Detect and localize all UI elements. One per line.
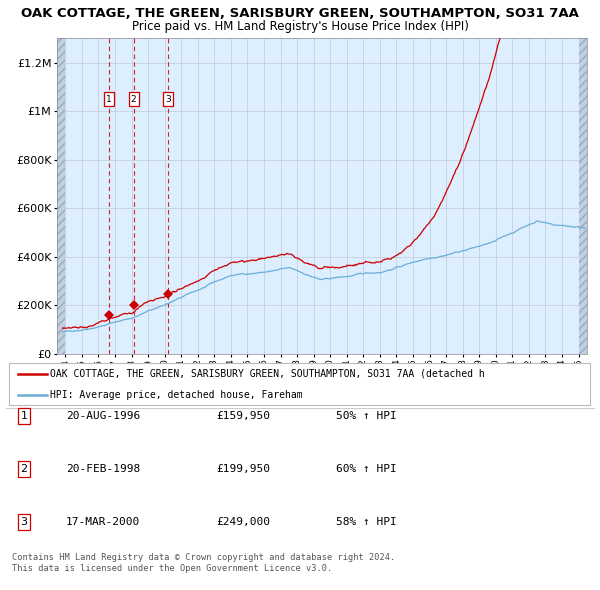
Text: 50% ↑ HPI: 50% ↑ HPI [336, 411, 397, 421]
Text: £159,950: £159,950 [216, 411, 270, 421]
Text: 2: 2 [20, 464, 28, 474]
Text: 60% ↑ HPI: 60% ↑ HPI [336, 464, 397, 474]
Text: 2: 2 [131, 94, 136, 104]
FancyBboxPatch shape [9, 363, 590, 405]
Text: 20-FEB-1998: 20-FEB-1998 [66, 464, 140, 474]
Text: OAK COTTAGE, THE GREEN, SARISBURY GREEN, SOUTHAMPTON, SO31 7AA: OAK COTTAGE, THE GREEN, SARISBURY GREEN,… [21, 7, 579, 20]
Bar [57, 38, 65, 354]
Text: 1: 1 [106, 94, 112, 104]
Text: 17-MAR-2000: 17-MAR-2000 [66, 517, 140, 527]
Text: 3: 3 [165, 94, 171, 104]
Text: £249,000: £249,000 [216, 517, 270, 527]
Text: 1: 1 [20, 411, 28, 421]
Text: Price paid vs. HM Land Registry's House Price Index (HPI): Price paid vs. HM Land Registry's House … [131, 20, 469, 33]
Text: Contains HM Land Registry data © Crown copyright and database right 2024.
This d: Contains HM Land Registry data © Crown c… [12, 553, 395, 573]
Text: £199,950: £199,950 [216, 464, 270, 474]
Text: 58% ↑ HPI: 58% ↑ HPI [336, 517, 397, 527]
Text: HPI: Average price, detached house, Fareham: HPI: Average price, detached house, Fare… [50, 389, 303, 399]
Text: 20-AUG-1996: 20-AUG-1996 [66, 411, 140, 421]
Bar [578, 38, 587, 354]
Text: OAK COTTAGE, THE GREEN, SARISBURY GREEN, SOUTHAMPTON, SO31 7AA (detached h: OAK COTTAGE, THE GREEN, SARISBURY GREEN,… [50, 369, 485, 379]
Text: 3: 3 [20, 517, 28, 527]
